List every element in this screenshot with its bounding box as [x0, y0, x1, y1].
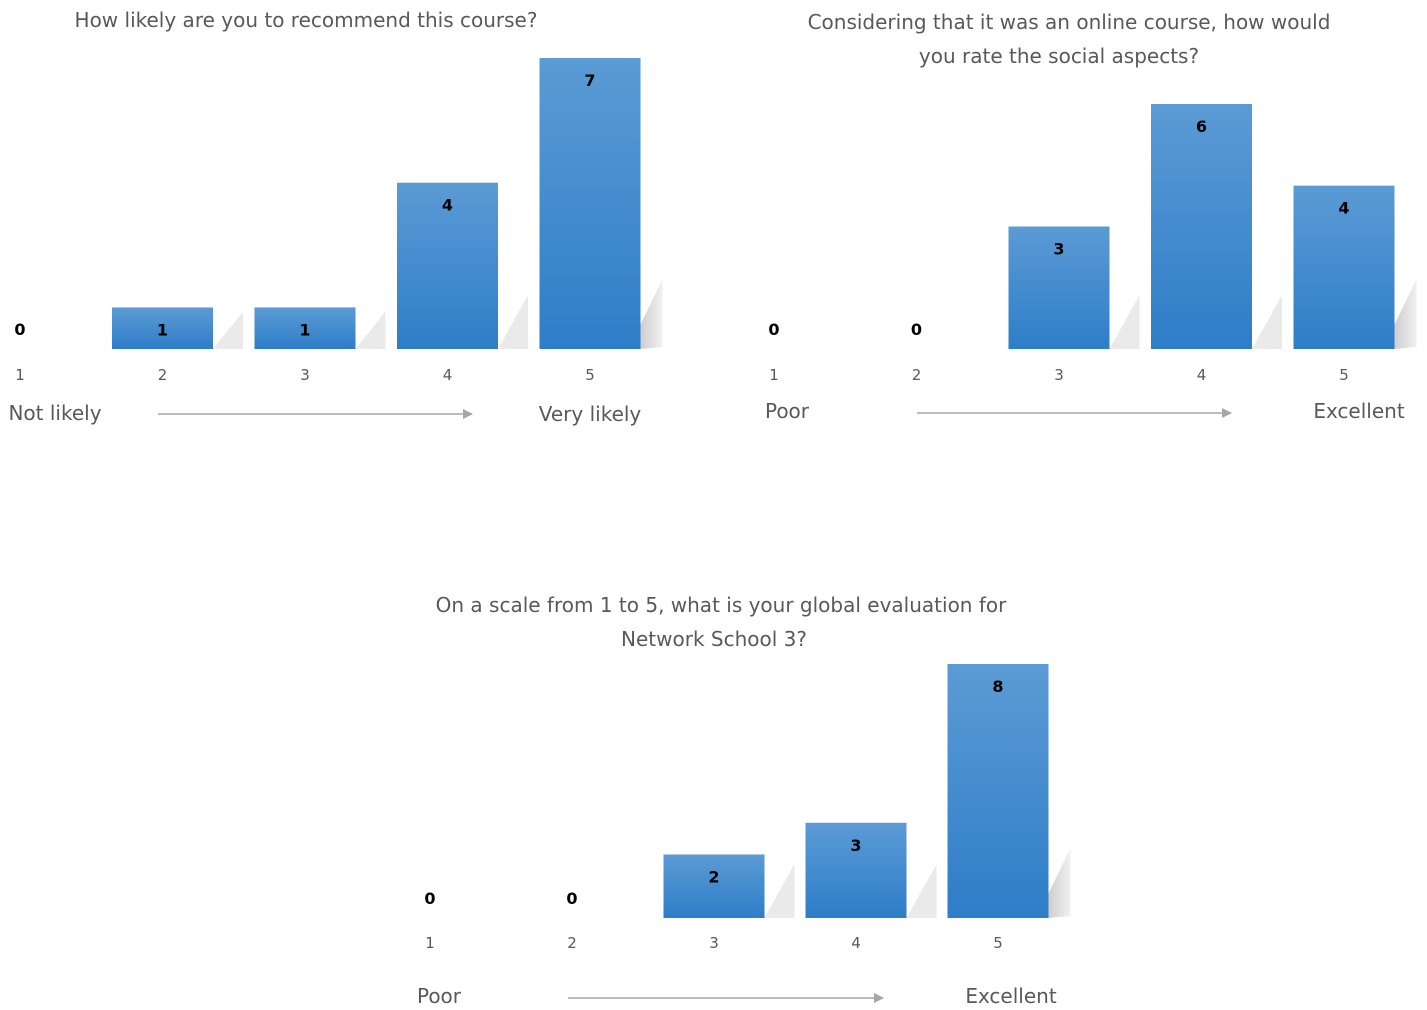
bar-3	[1008, 226, 1110, 349]
chart-social-aspects: Considering that it was an online course…	[765, 10, 1417, 423]
tick-label-4: 4	[851, 934, 861, 952]
bar-3	[663, 854, 765, 918]
scale-high-label: Excellent	[1313, 399, 1405, 423]
bar-shadow	[906, 864, 937, 918]
tick-label-5: 5	[585, 366, 595, 384]
data-label-4: 3	[850, 836, 861, 855]
bar-5	[539, 58, 641, 349]
tick-label-5: 5	[993, 934, 1003, 952]
tick-label-1: 1	[769, 366, 779, 384]
bar-shadow	[498, 295, 528, 349]
bar-3	[254, 307, 356, 349]
bar-5	[947, 664, 1049, 918]
data-label-5: 4	[1338, 199, 1349, 218]
scale-low-label: Poor	[417, 984, 462, 1008]
data-label-4: 6	[1196, 117, 1207, 136]
bar-group: 0 1 0 2 2 3 3 4 8 5	[424, 664, 1071, 952]
chart-title-line-1: Considering that it was an online course…	[808, 10, 1331, 34]
bar-shadow	[1048, 848, 1071, 918]
chart-global-evaluation: On a scale from 1 to 5, what is your glo…	[417, 593, 1071, 1008]
bar-shadow	[1394, 279, 1417, 349]
tick-label-2: 2	[158, 366, 168, 384]
chart-title-line-2: Network School 3?	[621, 627, 807, 651]
tick-label-1: 1	[425, 934, 435, 952]
bar-group: 0 1 0 2 3 3 6 4 4 5	[768, 104, 1417, 384]
chart-title: How likely are you to recommend this cou…	[75, 8, 538, 32]
tick-label-3: 3	[300, 366, 310, 384]
bar-2	[112, 307, 213, 349]
tick-label-4: 4	[1197, 366, 1207, 384]
bar-5	[1293, 185, 1395, 349]
bar-4	[1151, 104, 1252, 349]
chart-recommend: How likely are you to recommend this cou…	[8, 8, 663, 426]
data-label-3: 1	[299, 320, 310, 339]
data-label-3: 2	[708, 868, 719, 887]
chart-title-line-1: On a scale from 1 to 5, what is your glo…	[436, 593, 1007, 617]
bar-4	[805, 822, 907, 918]
bar-shadow	[1252, 295, 1282, 349]
tick-label-2: 2	[912, 366, 922, 384]
bar-shadow	[640, 279, 663, 349]
scale-high-label: Very likely	[539, 402, 642, 426]
data-label-5: 8	[992, 677, 1003, 696]
bar-shadow	[213, 311, 243, 349]
data-label-2: 0	[911, 320, 922, 339]
tick-label-5: 5	[1339, 366, 1349, 384]
tick-label-3: 3	[709, 934, 719, 952]
chart-title-line-2: you rate the social aspects?	[919, 44, 1199, 68]
scale-low-label: Not likely	[8, 401, 101, 425]
data-label-1: 0	[14, 320, 25, 339]
data-label-3: 3	[1053, 240, 1064, 259]
tick-label-2: 2	[567, 934, 577, 952]
bar-4	[397, 182, 498, 349]
tick-label-1: 1	[15, 366, 25, 384]
data-label-2: 1	[157, 320, 168, 339]
bar-shadow	[764, 864, 795, 918]
data-label-4: 4	[442, 196, 453, 215]
bar-group: 0 1 1 2 1 3 4 4 7 5	[14, 58, 663, 384]
tick-label-4: 4	[443, 366, 453, 384]
scale-high-label: Excellent	[965, 984, 1057, 1008]
tick-label-3: 3	[1054, 366, 1064, 384]
scale-low-label: Poor	[765, 399, 810, 423]
data-label-2: 0	[566, 889, 577, 908]
data-label-1: 0	[424, 889, 435, 908]
data-label-5: 7	[584, 71, 595, 90]
bar-shadow	[355, 311, 386, 349]
bar-shadow	[1109, 295, 1140, 349]
data-label-1: 0	[768, 320, 779, 339]
